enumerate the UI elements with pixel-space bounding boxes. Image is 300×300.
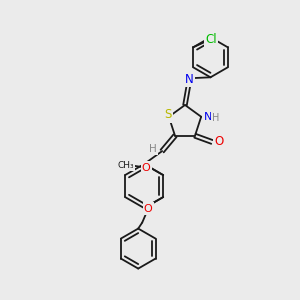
Text: S: S xyxy=(164,108,172,121)
Text: N: N xyxy=(185,73,194,86)
Text: H: H xyxy=(149,144,157,154)
Text: O: O xyxy=(142,163,151,172)
Text: N: N xyxy=(204,112,212,122)
Text: O: O xyxy=(144,204,153,214)
Text: Cl: Cl xyxy=(205,33,217,46)
Text: CH₃: CH₃ xyxy=(118,161,134,170)
Text: H: H xyxy=(212,113,220,123)
Text: O: O xyxy=(214,135,224,148)
